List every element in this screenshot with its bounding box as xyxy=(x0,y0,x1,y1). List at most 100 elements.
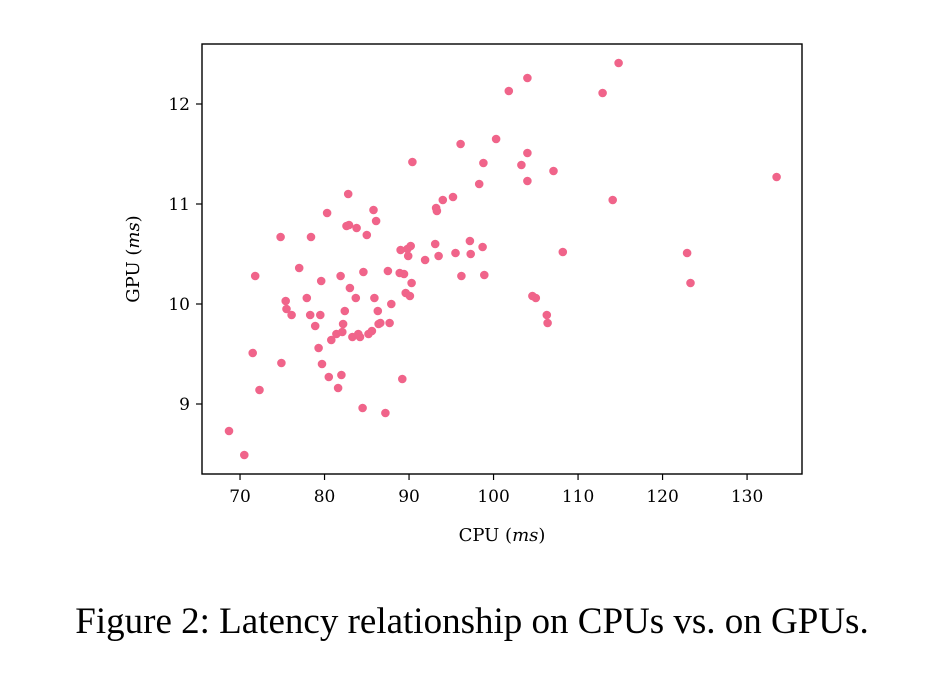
x-tick-label: 130 xyxy=(731,487,763,507)
data-point xyxy=(281,296,291,306)
data-point xyxy=(336,271,345,281)
data-point xyxy=(543,318,552,328)
data-point xyxy=(772,172,781,182)
data-point xyxy=(478,242,487,252)
data-point xyxy=(367,326,377,336)
x-tick-label: 100 xyxy=(477,487,509,507)
y-tick-label: 12 xyxy=(168,95,190,115)
data-point xyxy=(465,236,475,246)
data-point xyxy=(248,348,257,358)
data-point xyxy=(381,408,390,418)
data-point xyxy=(333,383,343,393)
data-point xyxy=(399,269,409,279)
data-point xyxy=(406,241,416,251)
data-point xyxy=(316,276,326,286)
data-point xyxy=(352,223,361,233)
data-point xyxy=(337,370,346,380)
data-point xyxy=(614,58,623,68)
data-point xyxy=(302,293,312,303)
data-point xyxy=(474,179,484,189)
data-point xyxy=(376,318,385,328)
data-point xyxy=(504,86,514,96)
data-point xyxy=(407,278,416,288)
data-point xyxy=(686,278,695,288)
data-point xyxy=(523,73,532,83)
data-point xyxy=(542,310,552,320)
x-tick-label: 110 xyxy=(562,487,594,507)
data-point xyxy=(369,205,378,215)
data-point xyxy=(387,299,396,309)
data-point xyxy=(324,372,334,382)
data-point xyxy=(523,176,532,186)
data-point xyxy=(491,134,501,144)
data-point xyxy=(250,271,260,281)
data-point xyxy=(355,332,365,342)
data-point xyxy=(305,310,315,320)
data-point xyxy=(403,251,413,261)
data-point xyxy=(240,450,249,460)
data-point xyxy=(351,293,361,303)
data-point xyxy=(224,426,234,436)
data-point xyxy=(479,158,488,168)
data-point xyxy=(438,195,448,205)
data-point xyxy=(558,247,568,257)
data-point xyxy=(682,248,692,258)
data-point xyxy=(549,166,558,176)
data-point xyxy=(420,255,430,265)
data-point xyxy=(310,321,320,331)
data-point xyxy=(480,270,489,280)
data-point xyxy=(255,385,264,395)
data-point xyxy=(316,310,325,320)
x-tick-label: 80 xyxy=(314,487,336,507)
data-point xyxy=(344,220,354,230)
x-tick-label: 90 xyxy=(398,487,420,507)
plot-frame xyxy=(201,43,803,475)
data-point xyxy=(432,206,442,216)
data-point xyxy=(448,192,458,202)
data-point xyxy=(434,251,443,261)
x-tick-label: 70 xyxy=(229,487,251,507)
data-point xyxy=(282,304,291,314)
data-point xyxy=(408,157,417,167)
data-point xyxy=(531,293,541,303)
data-point xyxy=(451,248,460,258)
data-point xyxy=(370,293,379,303)
data-point xyxy=(277,358,286,368)
data-point xyxy=(517,160,526,170)
data-point xyxy=(327,335,336,345)
data-point xyxy=(358,403,367,413)
data-point xyxy=(338,319,348,329)
data-point xyxy=(385,318,394,328)
y-tick-label: 10 xyxy=(168,295,190,315)
data-point xyxy=(343,189,353,199)
data-point xyxy=(340,306,350,316)
data-point xyxy=(457,271,466,281)
data-point xyxy=(362,230,372,240)
data-point xyxy=(466,249,476,259)
y-axis-label: GPU (ms) xyxy=(123,215,144,302)
figure-caption: Figure 2: Latency relationship on CPUs v… xyxy=(75,601,869,642)
points-layer xyxy=(224,58,781,460)
scatter-chart: 70 80 90 100 110 120 130 9 10 11 12 CPU (ms) GPU … xyxy=(123,43,803,546)
data-point xyxy=(523,148,532,158)
data-point xyxy=(398,374,407,384)
data-point xyxy=(322,208,332,218)
data-point xyxy=(294,263,304,273)
data-point xyxy=(373,306,383,316)
data-point xyxy=(306,232,316,242)
x-tick-label: 120 xyxy=(646,487,678,507)
y-axis-ticks: 9 10 11 12 xyxy=(168,95,202,415)
data-point xyxy=(314,343,323,353)
data-point xyxy=(608,195,617,205)
data-point xyxy=(405,291,415,301)
data-point xyxy=(396,245,405,255)
data-point xyxy=(359,267,368,277)
data-point xyxy=(383,266,393,276)
y-tick-label: 9 xyxy=(179,395,190,415)
data-point xyxy=(598,88,607,98)
x-axis-ticks: 70 80 90 100 110 120 130 xyxy=(229,474,763,507)
data-point xyxy=(371,216,381,226)
data-point xyxy=(345,283,355,293)
data-point xyxy=(338,327,347,337)
y-tick-label: 11 xyxy=(168,195,190,215)
